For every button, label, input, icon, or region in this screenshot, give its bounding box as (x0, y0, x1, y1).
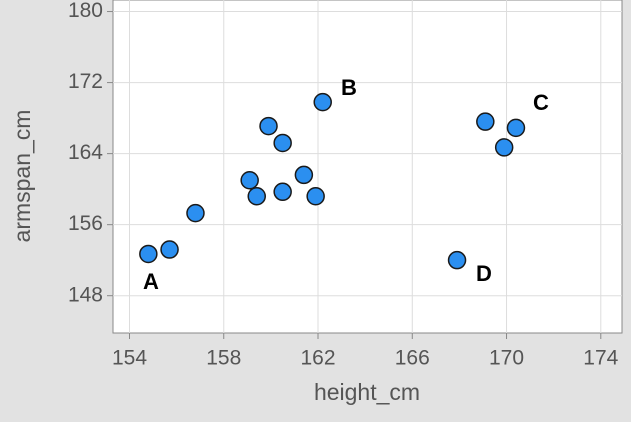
point (247, 186, 266, 206)
point (506, 118, 526, 138)
point (139, 244, 158, 264)
x-tick-label: 158 (206, 347, 241, 370)
point (259, 116, 278, 136)
point (273, 182, 292, 202)
y-tick-label: 180 (68, 0, 103, 22)
y-axis-label: armspan_cm (9, 110, 35, 243)
x-tick-label: 166 (395, 347, 430, 370)
point (306, 186, 325, 206)
point (294, 165, 314, 185)
point (476, 112, 495, 131)
x-axis-label: height_cm (314, 379, 420, 405)
point (273, 133, 292, 153)
annotation: A (143, 269, 159, 294)
y-tick-label: 172 (68, 70, 103, 93)
point (186, 203, 205, 223)
y-tick-label: 148 (68, 283, 103, 306)
x-tick-label: 170 (489, 347, 524, 370)
annotation: B (341, 75, 357, 100)
point (494, 138, 514, 157)
point (447, 250, 467, 270)
y-tick-label: 164 (68, 141, 103, 164)
x-tick-label: 174 (583, 347, 618, 370)
plot-area (112, 0, 623, 334)
point (240, 171, 259, 190)
y-tick-label: 156 (68, 212, 103, 235)
point (160, 240, 179, 259)
x-tick-label: 162 (300, 347, 335, 370)
annotation: D (476, 261, 492, 286)
annotation: C (533, 90, 549, 115)
x-tick-label: 154 (112, 347, 147, 370)
point (313, 92, 332, 112)
